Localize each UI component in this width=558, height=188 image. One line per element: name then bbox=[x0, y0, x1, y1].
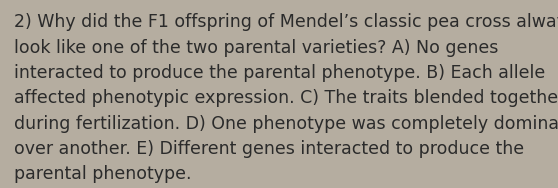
Text: over another. E) Different genes interacted to produce the: over another. E) Different genes interac… bbox=[14, 140, 524, 158]
Text: 2) Why did the F1 offspring of Mendel’s classic pea cross always: 2) Why did the F1 offspring of Mendel’s … bbox=[14, 13, 558, 31]
Text: look like one of the two parental varieties? A) No genes: look like one of the two parental variet… bbox=[14, 39, 498, 57]
Text: affected phenotypic expression. C) The traits blended together: affected phenotypic expression. C) The t… bbox=[14, 89, 558, 107]
Text: during fertilization. D) One phenotype was completely dominant: during fertilization. D) One phenotype w… bbox=[14, 115, 558, 133]
Text: parental phenotype.: parental phenotype. bbox=[14, 165, 191, 183]
Text: interacted to produce the parental phenotype. B) Each allele: interacted to produce the parental pheno… bbox=[14, 64, 545, 82]
